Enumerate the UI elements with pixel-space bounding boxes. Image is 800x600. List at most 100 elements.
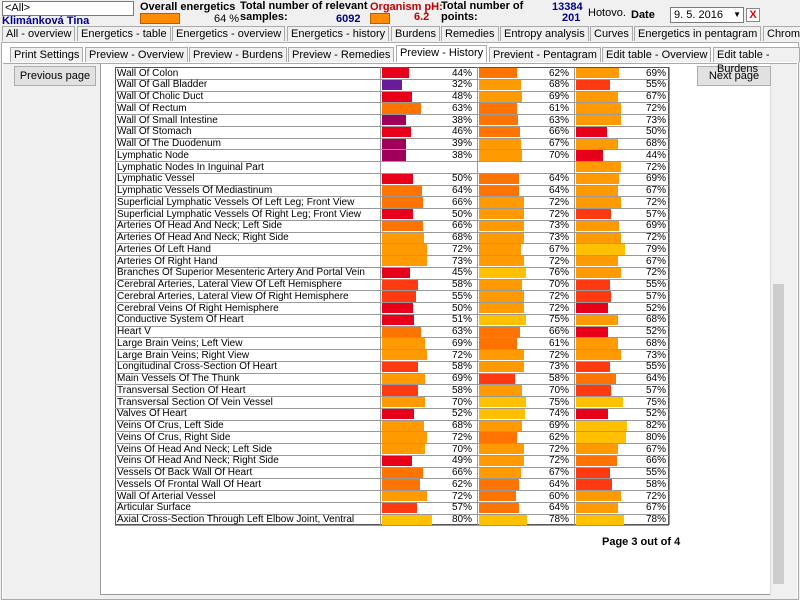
value-label: 67% [645,443,666,455]
value-bar [479,79,522,90]
value-label: 58% [451,361,472,373]
value-bar [576,279,611,290]
row-name: Vessels Of Frontal Wall Of Heart [117,478,262,490]
value-bar [576,303,609,314]
tab[interactable]: Preview - Overview [85,47,188,62]
tab[interactable]: Curves [590,26,633,41]
scrollbar[interactable] [770,64,786,596]
value-bar [479,256,524,267]
value-bar [382,256,428,267]
value-label: 66% [548,126,569,138]
row-line [115,278,669,280]
tab[interactable]: Energetics - overview [172,26,286,41]
value-label: 64% [451,185,472,196]
value-bar [479,220,525,231]
value-label: 68% [645,337,666,349]
row-name: Veins Of Head And Neck; Left Side [117,443,273,455]
value-label: 72% [645,232,666,243]
value-bar [382,291,417,302]
close-button[interactable]: X [746,8,760,22]
row-line [115,419,669,421]
value-label: 57% [451,502,472,514]
value-label: 45% [451,267,472,279]
value-label: 58% [451,384,472,396]
row-name: Arteries Of Left Hand [117,243,211,255]
tab[interactable]: Previent - Pentagram [489,47,601,62]
filter-value: <All> [5,2,31,14]
date-picker[interactable]: 9. 5. 2016 ▼ [670,7,744,23]
value-bar [479,502,519,513]
value-bar [382,467,423,478]
points-second: 201 [562,12,581,24]
value-bar [382,314,414,325]
value-bar [479,432,518,443]
row-line [115,466,669,468]
value-label: 64% [548,185,569,196]
value-label: 55% [645,79,666,91]
value-bar [479,385,523,396]
row-line [115,196,669,198]
row-name: Main Vessels Of The Thunk [117,373,240,384]
scroll-thumb[interactable] [773,284,784,584]
tab[interactable]: Energetics in pentagram [634,26,762,41]
tab[interactable]: Preview - Remedies [288,47,395,62]
row-name: Superficial Lymphatic Vessels Of Right L… [117,208,362,220]
tab[interactable]: Energetics - history [287,26,390,41]
value-label: 52% [451,408,472,420]
row-line [115,172,669,174]
tab[interactable]: Print Settings [10,47,84,62]
row-name: Cerebral Arteries, Lateral View Of Right… [117,290,349,302]
tab[interactable]: Remedies [441,26,499,41]
row-name: Veins Of Crus, Left Side [117,420,224,431]
filter-dropdown[interactable]: <All> [2,1,134,16]
value-label: 76% [548,267,569,279]
value-bar [479,361,525,372]
value-bar [382,514,432,525]
value-bar [479,408,525,419]
tab[interactable]: Entropy analysis [500,26,589,41]
row-line [115,161,669,162]
value-bar [479,397,526,408]
next-page-button[interactable]: Next page [697,66,771,86]
row-line [115,313,669,315]
value-bar [479,138,521,149]
value-label: 67% [548,138,569,149]
value-label: 72% [645,102,666,114]
previous-page-button[interactable]: Previous page [14,66,96,86]
value-bar [479,279,523,290]
value-bar [382,479,421,490]
row-name: Wall Of Stomach [117,126,192,138]
row-line [115,184,669,186]
value-label: 68% [548,79,569,91]
tab[interactable]: All - overview [2,26,76,41]
value-bar [479,232,525,243]
row-name: Wall Of Small Intestine [117,114,218,126]
row-line [115,255,669,256]
value-bar [576,220,619,231]
row-name: Arteries Of Head And Neck; Left Side [117,220,283,232]
row-name: Lymphatic Vessels Of Mediastinum [117,185,273,196]
tab[interactable]: Preview - Burdens [189,47,287,62]
value-label: 58% [645,478,666,490]
value-label: 66% [451,467,472,478]
row-name: Conductive System Of Heart [117,314,244,326]
value-bar [382,397,426,408]
ph-label: Organism pH: [370,1,443,13]
tab[interactable]: Energetics - table [77,26,171,41]
value-label: 38% [451,149,472,161]
tab[interactable]: Edit table - Burdens [713,47,800,75]
tab[interactable]: Preview - History [396,45,488,62]
value-bar [382,126,411,137]
tab[interactable]: Burdens [391,26,440,41]
value-bar [576,126,607,137]
row-line [115,302,669,303]
value-bar [382,173,413,184]
row-line [115,102,669,104]
row-line [115,78,669,80]
value-bar [382,338,425,349]
tab[interactable]: Edit table - Overview [602,47,712,62]
page-sheet [100,64,771,595]
tab[interactable]: Chromosomes [763,26,800,41]
value-label: 62% [548,431,569,443]
value-label: 55% [645,361,666,373]
